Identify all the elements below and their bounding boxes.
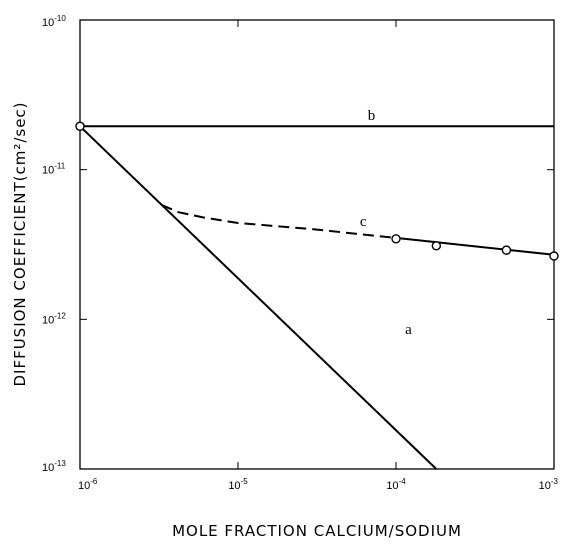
y-tick-label: 10-11: [42, 162, 66, 177]
axis-ticks: [79, 19, 555, 470]
series-lines: [79, 125, 555, 470]
plot-frame: [79, 19, 555, 470]
series-line-a: [79, 125, 437, 470]
y-axis-title: DIFFUSION COEFFICIENT(cm²/sec): [11, 101, 29, 386]
x-axis-title: MOLE FRACTION CALCIUM/SODIUM: [172, 522, 462, 540]
curve-label-a: a: [405, 322, 412, 338]
y-tick-label: 10-12: [42, 311, 66, 326]
data-point: [501, 245, 512, 255]
x-tick-label: 10-5: [228, 477, 248, 492]
curve-labels: a b c: [360, 108, 412, 338]
data-point: [391, 234, 401, 244]
x-tick-label: 10-6: [78, 477, 98, 492]
x-tick-label: 10-3: [539, 477, 559, 492]
tick-labels: 10-6 10-5 10-4 10-3 10-13 10-12 10-11 10-10: [42, 14, 559, 492]
data-markers: [75, 121, 559, 261]
y-tick-label: 10-10: [42, 14, 66, 29]
curve-label-b: b: [368, 108, 376, 124]
x-tick-label: 10-4: [386, 477, 406, 492]
data-point: [431, 241, 442, 251]
data-point: [75, 121, 85, 131]
series-line-c: [395, 236, 555, 256]
data-point: [549, 251, 559, 261]
y-tick-label: 10-13: [42, 459, 66, 474]
series-line-c-dashed: [161, 204, 397, 239]
curve-label-c: c: [360, 214, 367, 230]
